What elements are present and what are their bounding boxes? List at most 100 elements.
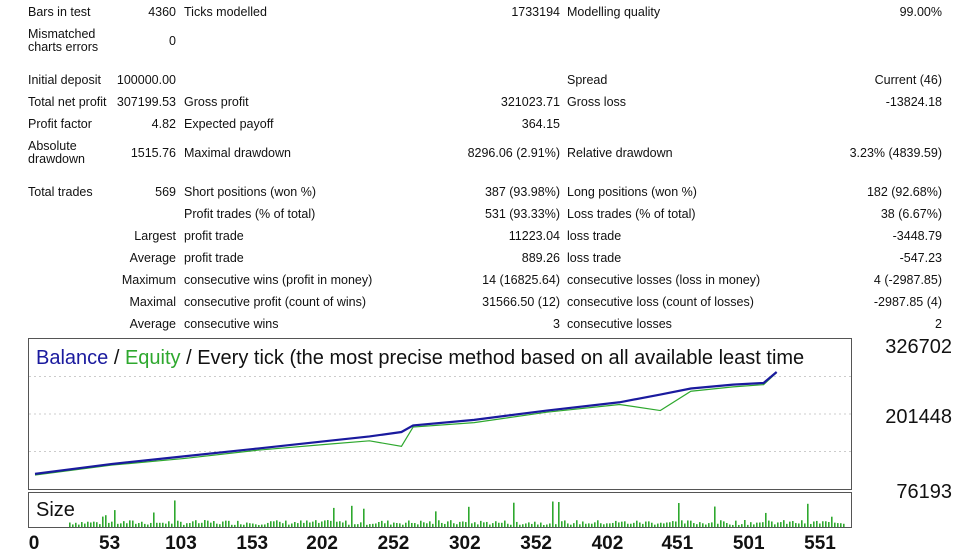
size-bar xyxy=(138,522,140,527)
size-bar xyxy=(204,520,206,527)
size-bar xyxy=(72,524,74,527)
max-dd-value: 8296.06 (2.91%) xyxy=(467,146,560,160)
size-bar xyxy=(528,522,530,527)
size-bar xyxy=(84,523,86,527)
size-panel: Size xyxy=(28,492,852,528)
size-bar xyxy=(225,520,227,527)
size-bar xyxy=(309,522,311,527)
abs-dd-label: Absolute drawdown xyxy=(28,139,85,166)
size-bar xyxy=(438,520,440,527)
x-axis-label: 451 xyxy=(661,533,694,554)
size-bar xyxy=(129,520,131,527)
size-bar xyxy=(111,521,113,527)
size-bar xyxy=(420,520,422,527)
size-bar xyxy=(780,522,782,527)
size-bar xyxy=(807,503,809,527)
ticks-label: Ticks modelled xyxy=(184,5,267,19)
maximum-label: Maximum xyxy=(121,273,176,287)
size-bar xyxy=(207,520,209,527)
size-bar xyxy=(321,521,323,527)
size-bar xyxy=(567,523,569,527)
size-bar xyxy=(255,524,257,527)
maximal-cons-profit-label: consecutive profit (count of wins) xyxy=(184,295,367,309)
size-bar xyxy=(519,524,521,527)
size-bar xyxy=(114,510,116,527)
abs-dd-value: 1515.76 xyxy=(130,146,176,160)
size-bar xyxy=(243,524,245,527)
size-bar xyxy=(504,520,506,527)
x-axis-label: 402 xyxy=(591,533,624,554)
size-bar xyxy=(708,523,710,527)
x-axis-label: 53 xyxy=(99,533,121,554)
size-bar xyxy=(573,523,575,527)
size-bar xyxy=(717,523,719,527)
size-bar xyxy=(546,524,548,527)
size-bar xyxy=(672,521,674,527)
size-bar xyxy=(813,521,815,527)
size-bar xyxy=(183,524,185,527)
maximal-cons-profit-value: 31566.50 (12) xyxy=(482,295,560,309)
size-bar xyxy=(303,522,305,527)
size-bar xyxy=(831,516,833,527)
size-bar xyxy=(168,521,170,527)
size-bar xyxy=(642,523,644,527)
size-bar xyxy=(351,505,353,527)
size-bar xyxy=(513,502,515,527)
long-label: Long positions (won %) xyxy=(567,185,697,199)
maximal-label: Maximal xyxy=(129,295,176,309)
short-label: Short positions (won %) xyxy=(184,185,317,199)
size-bar xyxy=(141,521,143,527)
size-bar xyxy=(714,506,716,527)
size-bar xyxy=(450,520,452,527)
size-bar xyxy=(492,523,494,527)
size-bar xyxy=(333,507,335,527)
rel-dd-value: 3.23% (4839.59) xyxy=(849,146,942,160)
size-bar xyxy=(759,522,761,527)
size-bar xyxy=(561,521,563,527)
ticks-value: 1733194 xyxy=(511,5,560,19)
size-bar xyxy=(666,522,668,527)
size-bar xyxy=(471,523,473,527)
gross-profit-label: Gross profit xyxy=(184,95,249,109)
size-bar xyxy=(828,522,830,527)
size-bar xyxy=(339,521,341,527)
size-bar xyxy=(741,524,743,527)
size-bar xyxy=(552,501,554,527)
size-bar xyxy=(159,522,161,527)
size-bar xyxy=(234,524,236,527)
size-bar xyxy=(171,523,173,527)
size-bar xyxy=(414,523,416,527)
size-bar xyxy=(750,522,752,527)
size-bar xyxy=(495,521,497,527)
size-bar xyxy=(783,520,785,527)
gross-loss-value: -13824.18 xyxy=(885,95,942,109)
size-bar xyxy=(246,522,248,527)
x-axis-label: 501 xyxy=(732,533,765,554)
size-bar xyxy=(657,523,659,527)
x-axis-label: 103 xyxy=(165,533,197,554)
size-bar xyxy=(558,502,560,527)
size-bar xyxy=(687,520,689,527)
size-bar xyxy=(534,521,536,527)
size-bar xyxy=(297,523,299,527)
max-dd-label: Maximal drawdown xyxy=(184,146,291,160)
total-trades-label: Total trades xyxy=(28,185,93,199)
size-bar xyxy=(654,524,656,527)
y-label-mid: 201448 xyxy=(885,406,952,428)
chart-title-rest: / Every tick (the most precise method ba… xyxy=(180,347,805,369)
size-bar xyxy=(762,522,764,527)
y-label-bottom: 76193 xyxy=(896,481,952,503)
size-bar xyxy=(669,522,671,527)
size-bar xyxy=(150,522,152,527)
size-bar xyxy=(507,523,509,527)
size-bar xyxy=(198,523,200,527)
size-bar xyxy=(609,523,611,527)
size-bar xyxy=(123,521,125,527)
size-bar xyxy=(756,522,758,527)
average-label: Average xyxy=(129,251,176,265)
size-bar xyxy=(645,521,647,527)
largest-label: Largest xyxy=(134,229,176,243)
size-bar xyxy=(126,523,128,527)
size-bar xyxy=(726,523,728,527)
size-bar xyxy=(699,522,701,527)
